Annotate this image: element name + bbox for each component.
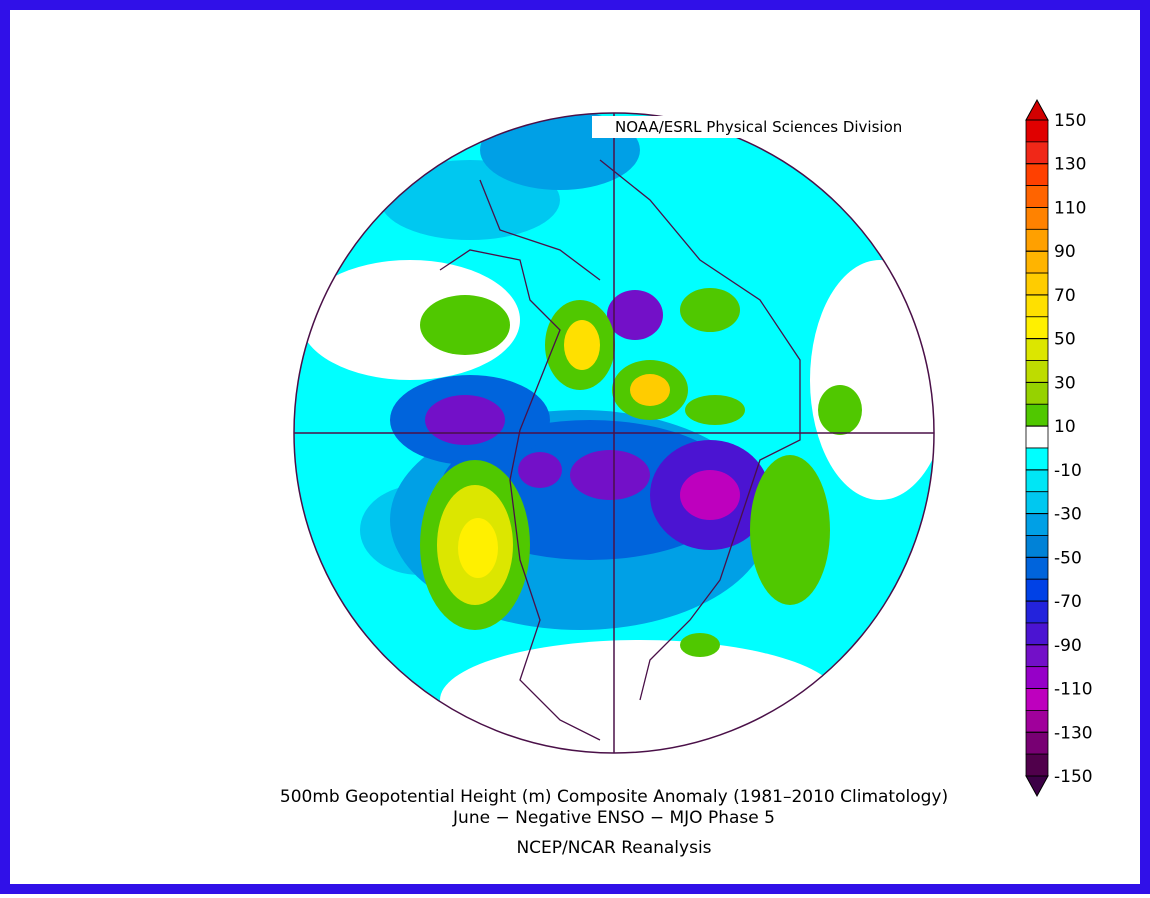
colorbar-band bbox=[1025, 316, 1049, 340]
colorbar-label: -50 bbox=[1054, 548, 1082, 568]
positive-area bbox=[685, 395, 745, 425]
colorbar-label: 90 bbox=[1054, 242, 1076, 262]
colorbar-label: -10 bbox=[1054, 461, 1082, 481]
colorbar: 150 130 110 90 70 50 30 10 -10 -30 -50 -70 -90 -110 -1… bbox=[1025, 98, 1093, 798]
negative-core bbox=[680, 470, 740, 520]
positive-area bbox=[420, 295, 510, 355]
colorbar-band bbox=[1025, 338, 1049, 361]
title: 500mb Geopotential Height (m) Composite … bbox=[280, 787, 948, 807]
credit-box bbox=[592, 116, 932, 138]
colorbar-label: -130 bbox=[1054, 723, 1093, 743]
colorbar-band bbox=[1025, 535, 1049, 558]
colorbar-band bbox=[1025, 119, 1049, 143]
colorbar-band bbox=[1025, 207, 1049, 230]
subtitle: June − Negative ENSO − MJO Phase 5 bbox=[452, 808, 775, 828]
colorbar-band bbox=[1025, 360, 1049, 383]
positive-core bbox=[630, 374, 670, 406]
colorbar-label: 10 bbox=[1054, 417, 1076, 437]
colorbar-band bbox=[1025, 600, 1049, 624]
colorbar-band bbox=[1025, 141, 1049, 165]
positive-core bbox=[564, 320, 600, 370]
colorbar-label: 30 bbox=[1054, 373, 1076, 393]
colorbar-band bbox=[1025, 163, 1049, 187]
credit: NOAA/ESRL Physical Sciences Division bbox=[615, 118, 902, 136]
source: NCEP/NCAR Reanalysis bbox=[516, 838, 711, 858]
positive-area bbox=[680, 633, 720, 657]
colorbar-band bbox=[1025, 578, 1049, 602]
colorbar-label: 70 bbox=[1054, 286, 1076, 306]
positive-area bbox=[750, 455, 830, 605]
colorbar-label: -30 bbox=[1054, 505, 1082, 525]
colorbar-band bbox=[1025, 185, 1049, 208]
colorbar-band bbox=[1025, 622, 1049, 646]
colorbar-band bbox=[1025, 447, 1049, 471]
colorbar-label: 110 bbox=[1054, 198, 1086, 218]
colorbar-band bbox=[1025, 294, 1049, 318]
colorbar-band bbox=[1025, 513, 1049, 536]
colorbar-band bbox=[1025, 469, 1049, 493]
colorbar-label: 130 bbox=[1054, 155, 1086, 175]
colorbar-band bbox=[1025, 272, 1049, 296]
colorbar-band bbox=[1025, 381, 1049, 405]
colorbar-band bbox=[1025, 228, 1049, 252]
negative-core bbox=[425, 395, 505, 445]
negative-core bbox=[570, 450, 650, 500]
colorbar-label: 150 bbox=[1054, 111, 1086, 131]
colorbar-label: -150 bbox=[1054, 767, 1093, 787]
colorbar-label: 50 bbox=[1054, 330, 1076, 350]
colorbar-band bbox=[1025, 688, 1049, 711]
negative-core bbox=[607, 290, 663, 340]
colorbar-band bbox=[1025, 403, 1049, 427]
colorbar-band bbox=[1025, 250, 1049, 274]
colorbar-band bbox=[1025, 556, 1049, 580]
colorbar-label: -90 bbox=[1054, 636, 1082, 656]
colorbar-band bbox=[1025, 491, 1049, 515]
colorbar-band bbox=[1025, 425, 1049, 449]
colorbar-band bbox=[1025, 731, 1049, 755]
colorbar-band bbox=[1025, 644, 1049, 668]
colorbar-label: -70 bbox=[1054, 592, 1082, 612]
positive-core bbox=[458, 518, 498, 578]
negative-core bbox=[518, 452, 562, 488]
positive-area bbox=[680, 288, 740, 332]
coastlines bbox=[439, 159, 801, 741]
positive-area bbox=[818, 385, 862, 435]
colorbar-label: -110 bbox=[1054, 680, 1093, 700]
colorbar-band bbox=[1025, 753, 1049, 777]
colorbar-band bbox=[1025, 710, 1049, 733]
colorbar-band bbox=[1025, 666, 1049, 689]
